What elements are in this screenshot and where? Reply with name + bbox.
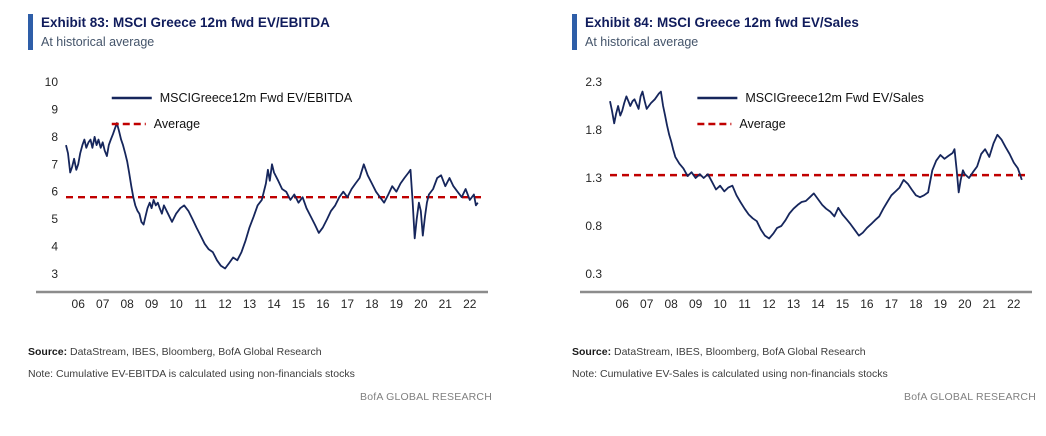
- exhibit-subtitle: At historical average: [585, 35, 699, 50]
- svg-text:5: 5: [51, 212, 58, 226]
- svg-text:11: 11: [738, 297, 751, 311]
- svg-text:MSCIGreece12m Fwd EV/EBITDA: MSCIGreece12m Fwd EV/EBITDA: [160, 91, 353, 105]
- exhibit-title: Exhibit 83: MSCI Greece 12m fwd EV/EBITD…: [41, 15, 330, 30]
- svg-text:06: 06: [72, 297, 86, 311]
- svg-text:0.8: 0.8: [585, 219, 602, 233]
- svg-text:2.3: 2.3: [585, 76, 602, 89]
- svg-text:Average: Average: [739, 117, 785, 131]
- svg-text:11: 11: [194, 297, 207, 311]
- exhibit-83-header: Exhibit 83: MSCI Greece 12m fwd EV/EBITD…: [28, 14, 492, 51]
- svg-text:1.3: 1.3: [585, 171, 602, 185]
- svg-text:07: 07: [96, 297, 110, 311]
- ev-sales-chart: 0.3 0.8 1.3 1.8 2.3 06 07 08 09 10 11 12 13 14 15 16 17 1…: [580, 76, 1032, 311]
- svg-text:12: 12: [762, 297, 776, 311]
- svg-text:19: 19: [934, 297, 948, 311]
- bofa-brand: BofA GLOBAL RESEARCH: [360, 391, 492, 404]
- svg-text:14: 14: [267, 297, 281, 311]
- svg-text:17: 17: [885, 297, 899, 311]
- exhibit-84-panel: Exhibit 84: MSCI Greece 12m fwd EV/Sales…: [572, 14, 1036, 403]
- svg-text:22: 22: [463, 297, 477, 311]
- exhibit-title: Exhibit 84: MSCI Greece 12m fwd EV/Sales: [585, 15, 859, 30]
- svg-text:21: 21: [983, 297, 997, 311]
- source-label: Source:: [572, 346, 612, 359]
- note-line: Note: Cumulative EV-Sales is calculated …: [572, 368, 888, 381]
- svg-text:18: 18: [909, 297, 923, 311]
- svg-text:08: 08: [664, 297, 678, 311]
- svg-text:09: 09: [689, 297, 703, 311]
- source-label: Source:: [28, 346, 68, 359]
- svg-text:17: 17: [341, 297, 355, 311]
- svg-text:20: 20: [958, 297, 972, 311]
- svg-text:18: 18: [365, 297, 379, 311]
- svg-text:21: 21: [439, 297, 453, 311]
- note-line: Note: Cumulative EV-EBITDA is calculated…: [28, 368, 355, 381]
- svg-text:10: 10: [45, 76, 59, 89]
- svg-text:10: 10: [169, 297, 183, 311]
- svg-text:16: 16: [316, 297, 330, 311]
- source-text: DataStream, IBES, Bloomberg, BofA Global…: [611, 346, 866, 359]
- accent-bar: [28, 14, 33, 51]
- svg-text:20: 20: [414, 297, 428, 311]
- svg-text:22: 22: [1007, 297, 1021, 311]
- svg-text:15: 15: [292, 297, 306, 311]
- svg-text:08: 08: [120, 297, 134, 311]
- source-text: DataStream, IBES, Bloomberg, BofA Global…: [67, 346, 322, 359]
- svg-text:07: 07: [640, 297, 654, 311]
- source-line: Source: DataStream, IBES, Bloomberg, Bof…: [572, 346, 1036, 358]
- svg-text:4: 4: [51, 240, 58, 254]
- svg-text:MSCIGreece12m Fwd EV/Sales: MSCIGreece12m Fwd EV/Sales: [745, 91, 924, 105]
- svg-text:9: 9: [51, 103, 58, 117]
- accent-bar: [572, 14, 577, 51]
- svg-text:6: 6: [51, 185, 58, 199]
- svg-text:19: 19: [390, 297, 404, 311]
- svg-text:16: 16: [860, 297, 874, 311]
- svg-text:7: 7: [51, 158, 58, 172]
- exhibit-84-header: Exhibit 84: MSCI Greece 12m fwd EV/Sales…: [572, 14, 1036, 51]
- svg-text:13: 13: [787, 297, 801, 311]
- svg-text:13: 13: [243, 297, 257, 311]
- svg-text:14: 14: [811, 297, 825, 311]
- svg-text:3: 3: [51, 267, 58, 281]
- svg-text:0.3: 0.3: [585, 267, 602, 281]
- ev-ebitda-chart: 3 4 5 6 7 8 9 10 06 07 08 09 10 11 12 13 14 15 16 17 18 19 20 2…: [36, 76, 488, 311]
- svg-text:10: 10: [713, 297, 727, 311]
- bofa-brand: BofA GLOBAL RESEARCH: [904, 391, 1036, 404]
- exhibit-83-panel: Exhibit 83: MSCI Greece 12m fwd EV/EBITD…: [28, 14, 492, 403]
- svg-text:06: 06: [616, 297, 630, 311]
- svg-text:1.8: 1.8: [585, 123, 602, 137]
- svg-text:12: 12: [218, 297, 232, 311]
- exhibit-subtitle: At historical average: [41, 35, 155, 50]
- source-line: Source: DataStream, IBES, Bloomberg, Bof…: [28, 346, 492, 358]
- svg-text:Average: Average: [154, 117, 200, 131]
- svg-text:15: 15: [836, 297, 850, 311]
- svg-text:09: 09: [145, 297, 159, 311]
- svg-text:8: 8: [51, 130, 58, 144]
